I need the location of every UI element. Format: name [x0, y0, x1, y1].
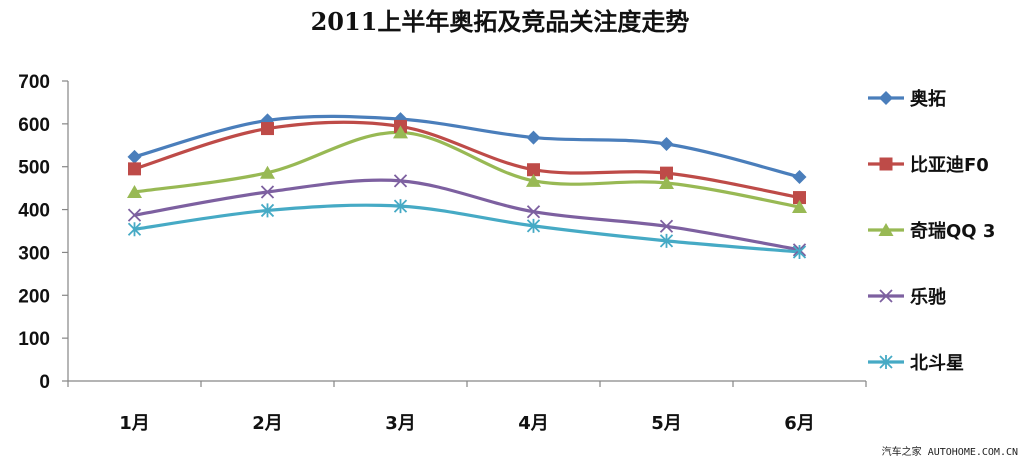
axes: 0 100 200 300 400 500 600 700 1月 2月 3月 4月 5月 6月	[18, 72, 867, 434]
x-tick-label: 4月	[518, 413, 549, 434]
chart-title: 2011上半年奥拓及竞品关注度走势	[311, 7, 690, 36]
legend-label: 比亚迪F0	[910, 155, 989, 176]
watermark: 汽车之家 AUTOHOME.COM.CN	[882, 445, 1018, 458]
data-point-square	[261, 122, 274, 136]
x-tick-label: 3月	[385, 413, 416, 434]
y-tick-label: 500	[18, 158, 50, 179]
data-point-diamond	[792, 170, 807, 184]
data-point-square	[128, 162, 141, 176]
series-line-2	[132, 120, 802, 200]
data-point-star	[526, 218, 541, 233]
data-point-triangle	[260, 165, 275, 179]
series-line-3	[132, 130, 802, 209]
data-point-x	[260, 185, 275, 199]
data-point-diamond	[127, 149, 142, 164]
x-tick-label: 2月	[252, 413, 283, 434]
y-tick-label: 0	[39, 372, 50, 393]
series-line-4	[132, 178, 802, 252]
data-point-x	[393, 174, 408, 188]
y-tick-label: 300	[18, 243, 50, 264]
data-point-x	[659, 219, 674, 233]
legend-marker-star	[879, 355, 893, 369]
legend-label: 奇瑞QQ 3	[910, 220, 995, 242]
legend-label: 北斗星	[910, 353, 964, 374]
data-point-star	[127, 222, 142, 237]
series-lines	[132, 114, 802, 254]
data-point-triangle	[393, 125, 408, 139]
data-point-triangle	[526, 173, 541, 187]
data-point-star	[393, 199, 408, 214]
data-point-star	[792, 245, 807, 259]
legend-marker-triangle	[878, 223, 894, 236]
series-line-1	[132, 114, 802, 179]
y-tick-label: 700	[18, 72, 50, 93]
data-point-star	[260, 203, 275, 218]
legend-marker-diamond	[879, 91, 893, 105]
data-point-star	[659, 233, 674, 248]
data-point-x	[526, 205, 541, 219]
data-point-x	[127, 208, 142, 222]
y-tick-label: 200	[18, 286, 50, 307]
legend-marker-x	[879, 289, 893, 303]
y-tick-label: 400	[18, 201, 50, 222]
data-point-square	[660, 166, 673, 180]
series-line-5	[132, 203, 802, 254]
y-tick-label: 100	[18, 329, 50, 350]
y-tick-label: 600	[18, 115, 50, 136]
x-tick-label: 5月	[651, 413, 682, 434]
data-point-triangle	[792, 200, 807, 213]
data-point-square	[793, 191, 806, 205]
data-point-square	[527, 163, 540, 177]
legend-label: 奥拓	[910, 88, 946, 110]
data-point-triangle	[659, 176, 674, 189]
legend-label: 乐驰	[910, 286, 946, 308]
legend-marker-square	[879, 157, 893, 171]
series-markers	[127, 112, 807, 259]
x-tick-label: 1月	[119, 413, 150, 434]
data-point-diamond	[659, 137, 674, 151]
x-tick-label: 6月	[784, 413, 815, 434]
data-point-triangle	[127, 185, 142, 198]
data-point-diamond	[526, 130, 541, 145]
